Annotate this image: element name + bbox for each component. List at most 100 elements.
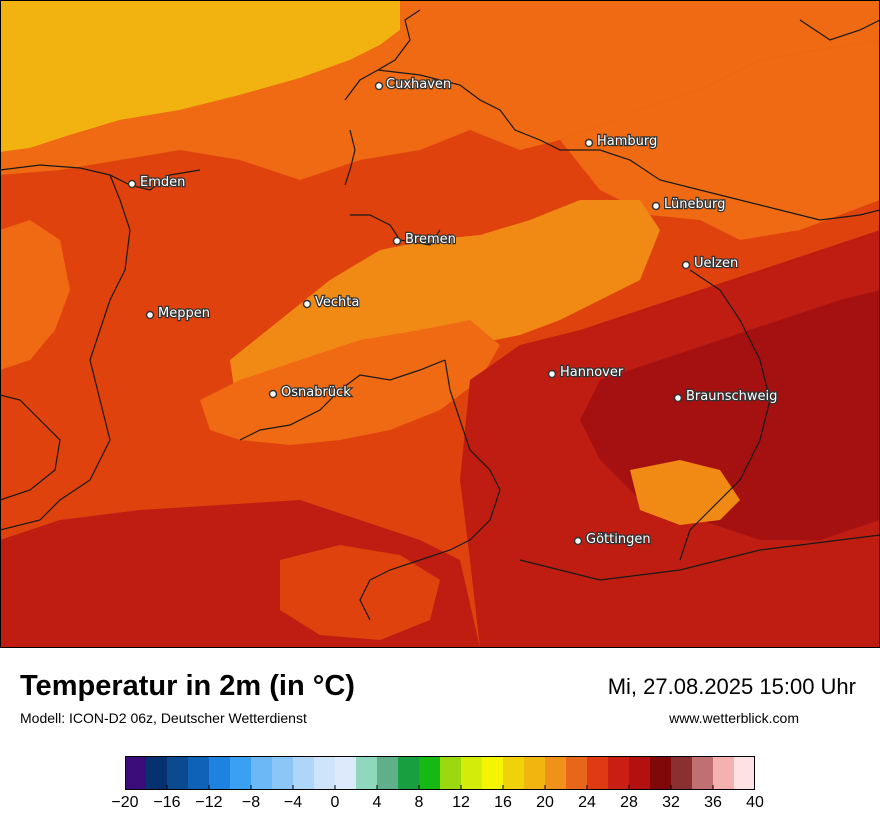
colorbar-segment: [734, 756, 755, 790]
colorbar-tick-label: −12: [195, 794, 223, 811]
city-marker: [145, 310, 155, 320]
map-title: Temperatur in 2m (in °C): [20, 670, 355, 702]
city-marker: [673, 393, 683, 403]
northeast-warm: [560, 40, 880, 240]
city-label: Göttingen: [586, 532, 651, 547]
colorbar-tick-label: 32: [662, 794, 680, 811]
colorbar-segment: [398, 756, 420, 790]
colorbar-tick-label: 16: [494, 794, 512, 811]
colorbar-tick-label: −4: [283, 794, 303, 811]
city-uelzen[interactable]: Uelzen: [681, 255, 739, 272]
colorbar-tick-label: 8: [414, 794, 424, 811]
border-lines: [0, 9, 880, 621]
colorbar-segment: [356, 756, 378, 790]
colorbar-tick-label: −16: [153, 794, 181, 811]
city-meppen[interactable]: Meppen: [145, 305, 211, 322]
website-link[interactable]: www.wetterblick.com: [669, 710, 799, 726]
city-marker: [547, 369, 557, 379]
west-warm-strip: [0, 220, 70, 370]
colorbar-tick-label: 36: [704, 794, 722, 811]
city-marker: [681, 260, 691, 270]
city-bremen[interactable]: Bremen: [392, 231, 457, 248]
city-label: Uelzen: [694, 256, 738, 271]
city-braunschweig[interactable]: Braunschweig: [673, 388, 779, 405]
colorbar-segment: [377, 756, 399, 790]
colorbar-tick-label: 40: [746, 794, 764, 811]
colorbar-segment: [146, 756, 168, 790]
colorbar-segment: [482, 756, 504, 790]
city-label: Meppen: [158, 306, 210, 321]
colorbar-segment: [608, 756, 630, 790]
city-hamburg[interactable]: Hamburg: [584, 133, 659, 150]
forecast-datetime: Mi, 27.08.2025 15:00 Uhr: [607, 674, 856, 699]
city-cuxhaven[interactable]: Cuxhaven: [374, 76, 452, 93]
colorbar-tick-label: 28: [620, 794, 638, 811]
colorbar-tick-label: 4: [372, 794, 382, 811]
city-label: Osnabrück: [281, 385, 351, 400]
city-label: Hannover: [560, 365, 624, 380]
colorbar-segment: [230, 756, 252, 790]
colorbar-segment: [713, 756, 735, 790]
colorbar-segment: [692, 756, 714, 790]
city-markers: Cuxhaven Hamburg Emden Lüneburg Bremen U…: [127, 76, 779, 548]
colorbar-segment: [650, 756, 672, 790]
city-marker: [651, 201, 661, 211]
coastal-band: [0, 0, 880, 180]
colorbar-tick-label: 20: [536, 794, 554, 811]
city-label: Hamburg: [597, 134, 657, 149]
colorbar-segment: [440, 756, 462, 790]
city-emden[interactable]: Emden: [127, 174, 187, 191]
colorbar-segment: [671, 756, 693, 790]
colorbar-segment: [524, 756, 546, 790]
colorbar-segment: [272, 756, 294, 790]
city-osnabrueck[interactable]: Osnabrück: [268, 384, 352, 401]
colorbar-ticks: −20 −16 −12 −8 −4 0 4 8 12 16 20 24 28 32 36 40: [0, 794, 880, 814]
city-lueneburg[interactable]: Lüneburg: [651, 196, 727, 213]
city-marker: [127, 179, 137, 189]
colorbar-tick-label: 24: [578, 794, 596, 811]
north-sea: [0, 0, 400, 152]
colorbar-segment: [629, 756, 651, 790]
colorbar-segment: [209, 756, 231, 790]
colorbar-segment: [587, 756, 609, 790]
temperature-map[interactable]: Cuxhaven Hamburg Emden Lüneburg Bremen U…: [0, 0, 880, 648]
city-goettingen[interactable]: Göttingen: [573, 531, 652, 548]
colorbar-segment: [188, 756, 210, 790]
city-marker: [584, 138, 594, 148]
south-warm-pocket: [630, 460, 740, 525]
city-label: Cuxhaven: [386, 77, 451, 92]
city-label: Braunschweig: [686, 389, 777, 404]
colorbar-segment: [461, 756, 483, 790]
colorbar-tick-label: −20: [111, 794, 139, 811]
colorbar-segment: [314, 756, 336, 790]
colorbar-segment: [167, 756, 189, 790]
colorbar-segment: [335, 756, 357, 790]
colorbar-segment: [545, 756, 567, 790]
colorbar-tick-label: −8: [241, 794, 261, 811]
city-label: Bremen: [405, 232, 456, 247]
city-marker: [374, 81, 384, 91]
colorbar-tick-label: 12: [452, 794, 470, 811]
map-canvas: Cuxhaven Hamburg Emden Lüneburg Bremen U…: [0, 0, 880, 648]
colorbar-frame: [125, 756, 755, 790]
footer: Temperatur in 2m (in °C) Modell: ICON-D2…: [0, 648, 880, 830]
colorbar-segment: [419, 756, 441, 790]
city-marker: [302, 299, 312, 309]
city-vechta[interactable]: Vechta: [302, 294, 361, 311]
colorbar-segment: [293, 756, 315, 790]
model-subtitle: Modell: ICON-D2 06z, Deutscher Wetterdie…: [20, 710, 307, 726]
city-marker: [268, 389, 278, 399]
south-warm-strip: [280, 545, 440, 640]
city-label: Emden: [140, 175, 185, 190]
city-hannover[interactable]: Hannover: [547, 364, 625, 381]
colorbar-tick-label: 0: [330, 794, 340, 811]
colorbar-segment: [251, 756, 273, 790]
colorbar-segment: [125, 756, 147, 790]
temperature-colorbar: [125, 756, 755, 790]
city-label: Lüneburg: [664, 197, 725, 212]
colorbar-segment: [566, 756, 588, 790]
city-label: Vechta: [315, 295, 359, 310]
colorbar-segment: [503, 756, 525, 790]
city-marker: [573, 536, 583, 546]
city-marker: [392, 236, 402, 246]
